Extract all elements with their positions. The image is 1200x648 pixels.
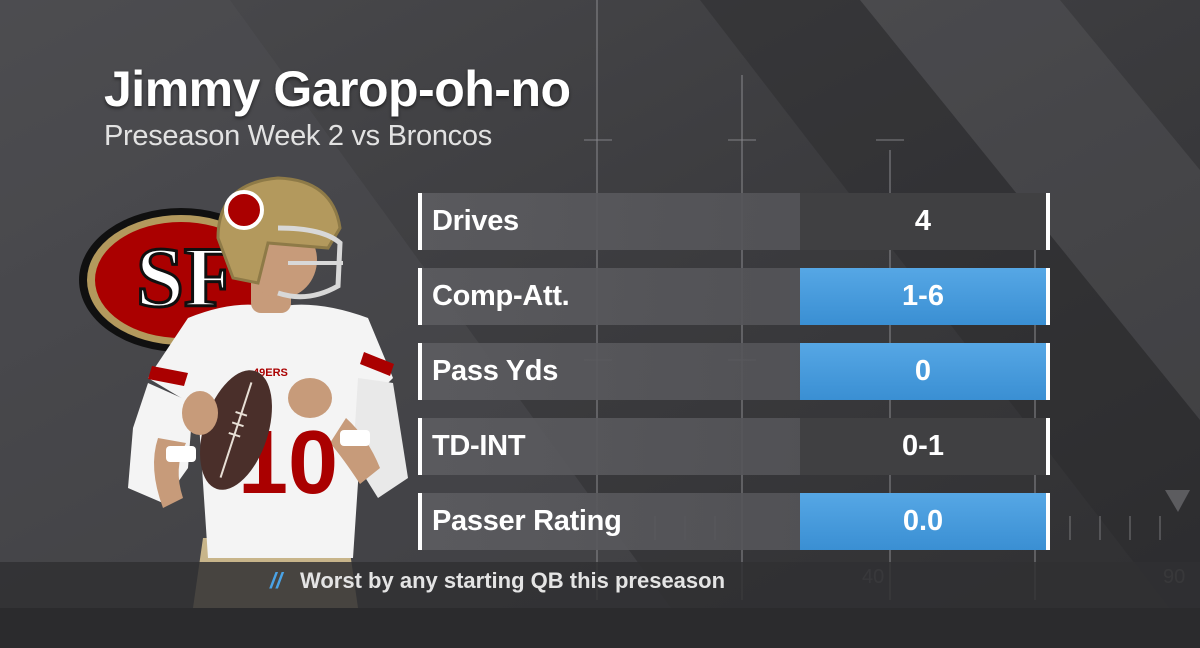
stat-value: 0 <box>800 343 1046 400</box>
player-photo: 10 49ERS <box>128 176 408 608</box>
stat-value: 0.0 <box>800 493 1046 550</box>
stat-row-pass-yds: Pass Yds 0 <box>418 343 1050 400</box>
graphic-title: Jimmy Garop-oh-no <box>104 61 571 117</box>
stat-label: Passer Rating <box>432 505 622 537</box>
footer-slashes-icon: // <box>270 568 283 593</box>
stat-value: 0-1 <box>800 418 1046 475</box>
graphic-subtitle: Preseason Week 2 vs Broncos <box>104 120 492 152</box>
stat-label: Pass Yds <box>432 355 559 387</box>
footer-note: Worst by any starting QB this preseason <box>300 568 726 593</box>
stat-value: 4 <box>800 193 1046 250</box>
football <box>200 370 272 490</box>
stat-row-td-int: TD-INT 0-1 <box>418 418 1050 475</box>
footer-bar <box>0 562 1200 608</box>
stats-panel: Drives 4 Comp-Att. 1-6 Pass Yds 0 TD-INT… <box>418 193 1050 568</box>
stat-row-passer-rating: Passer Rating 0.0 <box>418 493 1050 550</box>
stat-row-comp-att: Comp-Att. 1-6 <box>418 268 1050 325</box>
stat-row-drives: Drives 4 <box>418 193 1050 250</box>
bottom-band <box>0 608 1200 648</box>
stat-label: Comp-Att. <box>432 280 570 312</box>
stat-value: 1-6 <box>800 268 1046 325</box>
stat-label: Drives <box>432 205 519 237</box>
stat-label: TD-INT <box>432 430 526 462</box>
